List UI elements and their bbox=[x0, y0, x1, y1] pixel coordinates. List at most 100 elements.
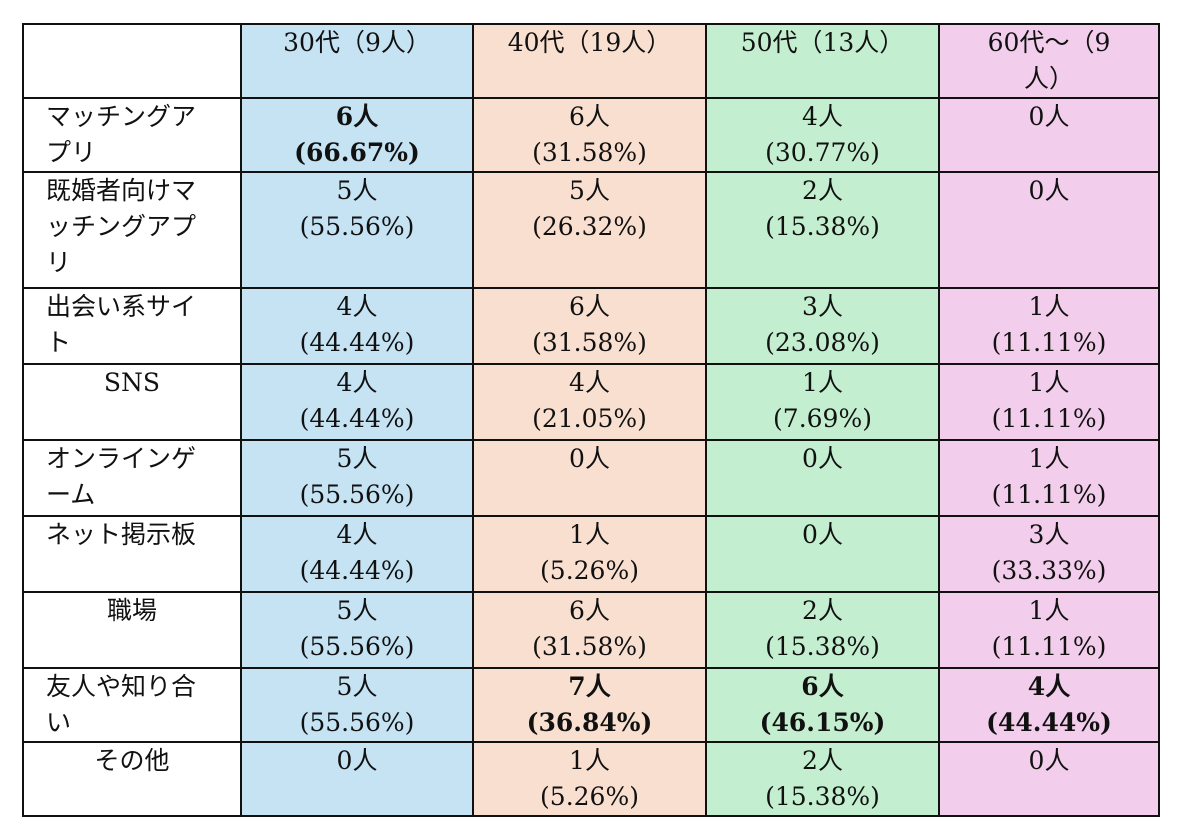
percent-value: (36.84%) bbox=[526, 708, 653, 737]
value-cell: 1人 (11.11%) bbox=[938, 287, 1160, 365]
percent-value: (15.38%) bbox=[765, 212, 880, 241]
data-table: 30代（9人） 40代（19人） 50代（13人） 60代～（9 人） マッチン… bbox=[22, 23, 1160, 817]
value-cell: 1人 (11.11%) bbox=[938, 439, 1160, 517]
row-label: マッチングア bbox=[46, 102, 197, 131]
value-cell: 1人 (11.11%) bbox=[938, 363, 1160, 441]
row-label: 出会い系サイ bbox=[46, 292, 197, 321]
value-cell: 5人 (55.56%) bbox=[240, 171, 474, 289]
value-cell: 7人 (36.84%) bbox=[472, 667, 707, 743]
count-value: 2人 bbox=[802, 746, 843, 775]
value-cell: 1人 (5.26%) bbox=[472, 515, 707, 593]
percent-value: (30.77%) bbox=[765, 138, 880, 167]
column-header-label-line2: 人） bbox=[1023, 64, 1074, 93]
table-body: 30代（9人） 40代（19人） 50代（13人） 60代～（9 人） マッチン… bbox=[22, 23, 1160, 817]
value-cell: 5人 (55.56%) bbox=[240, 667, 474, 743]
value-cell: 4人 (21.05%) bbox=[472, 363, 707, 441]
value-cell: 2人 (15.38%) bbox=[705, 741, 940, 817]
column-header-50s: 50代（13人） bbox=[705, 23, 940, 99]
count-value: 0人 bbox=[1028, 176, 1070, 205]
row-label: ーム bbox=[46, 480, 96, 509]
row-label: ッチングアプ bbox=[46, 212, 197, 241]
count-value: 0人 bbox=[802, 444, 843, 473]
row-label: オンラインゲ bbox=[46, 444, 197, 473]
percent-value: (11.11%) bbox=[991, 404, 1107, 433]
count-value: 3人 bbox=[802, 292, 843, 321]
count-value: 3人 bbox=[1028, 520, 1070, 549]
percent-value: (31.58%) bbox=[532, 138, 647, 167]
table-row: SNS 4人 (44.44%) 4人 (21.05%) 1人 (7.69%) 1人 (11.11… bbox=[22, 363, 1160, 441]
percent-value: (33.33%) bbox=[991, 556, 1107, 585]
value-cell: 4人 (44.44%) bbox=[240, 363, 474, 441]
count-value: 2人 bbox=[802, 176, 843, 205]
value-cell: 4人 (30.77%) bbox=[705, 97, 940, 173]
value-cell: 5人 (55.56%) bbox=[240, 591, 474, 669]
count-value: 6人 bbox=[801, 672, 844, 701]
table-row: 友人や知り合い 5人 (55.56%) 7人 (36.84%) 6人 (46.15%) 4人 (… bbox=[22, 667, 1160, 743]
percent-value: (5.26%) bbox=[540, 782, 639, 811]
row-label: ト bbox=[46, 328, 72, 357]
count-value: 0人 bbox=[1028, 102, 1070, 131]
count-value: 4人 bbox=[336, 520, 378, 549]
value-cell: 6人 (31.58%) bbox=[472, 287, 707, 365]
percent-value: (26.32%) bbox=[532, 212, 647, 241]
value-cell: 4人 (44.44%) bbox=[938, 667, 1160, 743]
percent-value: (55.56%) bbox=[299, 480, 415, 509]
percent-value: (5.26%) bbox=[540, 556, 639, 585]
count-value: 4人 bbox=[1027, 672, 1071, 701]
count-value: 1人 bbox=[1028, 444, 1070, 473]
value-cell: 6人 (46.15%) bbox=[705, 667, 940, 743]
header-row: 30代（9人） 40代（19人） 50代（13人） 60代～（9 人） bbox=[22, 23, 1160, 99]
value-cell: 1人 (5.26%) bbox=[472, 741, 707, 817]
count-value: 4人 bbox=[336, 292, 378, 321]
count-value: 5人 bbox=[336, 672, 378, 701]
row-label-cell: その他 bbox=[22, 741, 242, 817]
value-cell: 0人 bbox=[938, 171, 1160, 289]
percent-value: (55.56%) bbox=[299, 632, 415, 661]
table-row: オンラインゲ ーム 5人 (55.56%) 0人 0人 1人 (11.11%) bbox=[22, 439, 1160, 517]
column-header-60s: 60代～（9 人） bbox=[938, 23, 1160, 99]
column-header-30s: 30代（9人） bbox=[240, 23, 474, 99]
row-label-cell: 職場 bbox=[22, 591, 242, 669]
row-label: その他 bbox=[94, 746, 170, 775]
row-label-cell: 友人や知り合い bbox=[22, 667, 242, 743]
row-label: ネット掲示板 bbox=[46, 520, 197, 549]
count-value: 4人 bbox=[802, 102, 843, 131]
value-cell: 4人 (44.44%) bbox=[240, 515, 474, 593]
count-value: 5人 bbox=[336, 444, 378, 473]
column-header-label: 50代（13人） bbox=[740, 28, 905, 57]
percent-value: (7.69%) bbox=[773, 404, 872, 433]
value-cell: 0人 bbox=[938, 741, 1160, 817]
value-cell: 1人 (11.11%) bbox=[938, 591, 1160, 669]
count-value: 1人 bbox=[569, 520, 610, 549]
percent-value: (44.44%) bbox=[299, 556, 415, 585]
value-cell: 3人 (33.33%) bbox=[938, 515, 1160, 593]
row-label-cell: 既婚者向けマ ッチングアプリ bbox=[22, 171, 242, 289]
count-value: 5人 bbox=[336, 176, 378, 205]
column-header-label: 30代（9人） bbox=[283, 28, 431, 57]
row-label: 友人や知り合 bbox=[46, 672, 197, 701]
table-row: 職場 5人 (55.56%) 6人 (31.58%) 2人 (15.38%) 1人 (11.11… bbox=[22, 591, 1160, 669]
percent-value: (11.11%) bbox=[991, 328, 1107, 357]
count-value: 7人 bbox=[568, 672, 611, 701]
value-cell: 2人 (15.38%) bbox=[705, 171, 940, 289]
count-value: 4人 bbox=[569, 368, 610, 397]
count-value: 1人 bbox=[569, 746, 610, 775]
row-label-cell: SNS bbox=[22, 363, 242, 441]
row-label: 職場 bbox=[106, 596, 157, 625]
row-label-cell: 出会い系サイト bbox=[22, 287, 242, 365]
table-row: 既婚者向けマ ッチングアプリ 5人 (55.56%) 5人 (26.32%) 2人 (15.3… bbox=[22, 171, 1160, 289]
row-label: い bbox=[46, 708, 72, 737]
value-cell: 4人 (44.44%) bbox=[240, 287, 474, 365]
value-cell: 5人 (55.56%) bbox=[240, 439, 474, 517]
percent-value: (31.58%) bbox=[532, 328, 647, 357]
value-cell: 5人 (26.32%) bbox=[472, 171, 707, 289]
percent-value: (66.67%) bbox=[294, 138, 420, 167]
row-label-cell: オンラインゲ ーム bbox=[22, 439, 242, 517]
table-row: その他 0人 1人 (5.26%) 2人 (15.38%) 0人 bbox=[22, 741, 1160, 817]
row-label: 既婚者向けマ bbox=[46, 176, 197, 205]
count-value: 1人 bbox=[1028, 596, 1070, 625]
table-row: 出会い系サイト 4人 (44.44%) 6人 (31.58%) 3人 (23.08%) 1人 (… bbox=[22, 287, 1160, 365]
value-cell: 0人 bbox=[240, 741, 474, 817]
percent-value: (11.11%) bbox=[991, 480, 1107, 509]
column-header-label-line1: 60代～（9 bbox=[987, 28, 1111, 57]
